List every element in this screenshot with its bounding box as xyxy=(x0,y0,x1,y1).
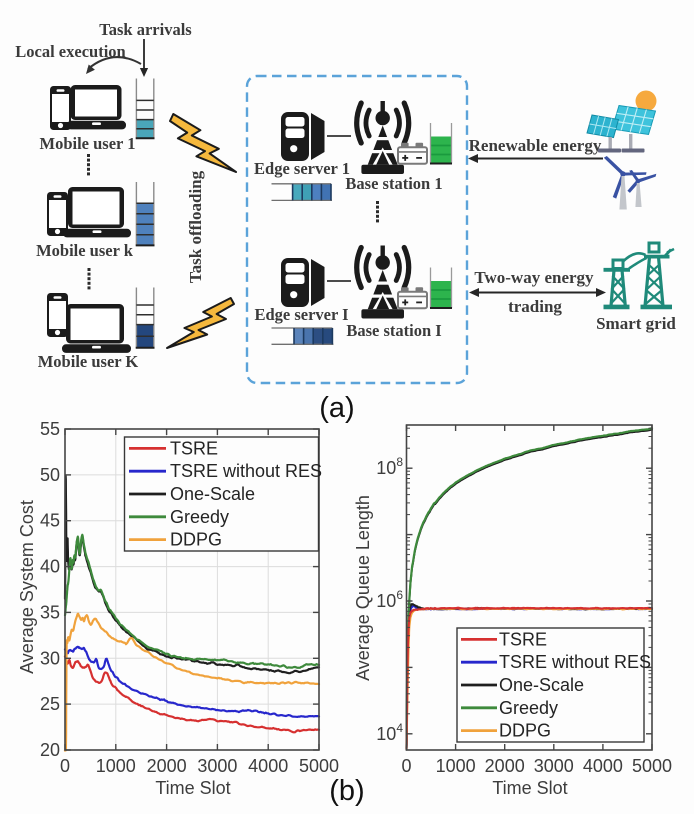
svg-text:TSRE without RES: TSRE without RES xyxy=(170,461,322,481)
svg-text:Greedy: Greedy xyxy=(499,698,558,718)
svg-text:Local execution: Local execution xyxy=(15,42,125,61)
svg-text:30: 30 xyxy=(40,648,60,668)
svg-text:Average Queue Length: Average Queue Length xyxy=(353,495,373,681)
svg-text:(a): (a) xyxy=(319,392,354,424)
svg-text:TSRE without RES: TSRE without RES xyxy=(499,652,651,672)
svg-text:One-Scale: One-Scale xyxy=(170,484,255,504)
svg-text:55: 55 xyxy=(40,419,60,439)
svg-text:0: 0 xyxy=(401,756,411,776)
svg-text:One-Scale: One-Scale xyxy=(499,675,584,695)
svg-text:4000: 4000 xyxy=(248,756,288,776)
svg-text:3000: 3000 xyxy=(197,756,237,776)
svg-text:(b): (b) xyxy=(329,775,364,807)
svg-text:Time Slot: Time Slot xyxy=(155,778,230,798)
svg-text:Task offloading: Task offloading xyxy=(186,170,205,283)
svg-text:106: 106 xyxy=(376,588,403,611)
svg-text:TSRE: TSRE xyxy=(170,438,218,458)
svg-text:2000: 2000 xyxy=(485,756,525,776)
svg-text:1000: 1000 xyxy=(96,756,136,776)
svg-text:DDPG: DDPG xyxy=(170,530,222,550)
svg-text:5000: 5000 xyxy=(632,756,672,776)
svg-text:Edge server 1: Edge server 1 xyxy=(254,159,350,178)
svg-text:DDPG: DDPG xyxy=(499,721,551,741)
svg-text:Smart grid: Smart grid xyxy=(596,314,676,333)
svg-text:Average System Cost: Average System Cost xyxy=(17,500,37,674)
svg-text:40: 40 xyxy=(40,557,60,577)
svg-text:Base station I: Base station I xyxy=(346,321,441,340)
svg-text:Edge server I: Edge server I xyxy=(254,305,348,324)
svg-text:4000: 4000 xyxy=(583,756,623,776)
svg-text:trading: trading xyxy=(508,297,562,316)
svg-text:2000: 2000 xyxy=(147,756,187,776)
svg-text:35: 35 xyxy=(40,602,60,622)
svg-text:108: 108 xyxy=(376,455,403,478)
svg-text:1000: 1000 xyxy=(436,756,476,776)
svg-text:Greedy: Greedy xyxy=(170,507,229,527)
svg-text:Mobile user K: Mobile user K xyxy=(38,352,139,371)
svg-text:5000: 5000 xyxy=(299,756,339,776)
svg-text:104: 104 xyxy=(376,721,403,744)
svg-text:Mobile user 1: Mobile user 1 xyxy=(40,134,136,153)
svg-text:45: 45 xyxy=(40,511,60,531)
svg-text:TSRE: TSRE xyxy=(499,629,547,649)
svg-text:25: 25 xyxy=(40,694,60,714)
svg-text:20: 20 xyxy=(40,740,60,760)
svg-text:Two-way energy: Two-way energy xyxy=(474,268,594,287)
svg-text:Task arrivals: Task arrivals xyxy=(99,20,192,39)
svg-text:50: 50 xyxy=(40,465,60,485)
svg-text:Time Slot: Time Slot xyxy=(492,778,567,798)
svg-text:Renewable energy: Renewable energy xyxy=(469,136,602,155)
svg-text:0: 0 xyxy=(60,756,70,776)
svg-text:Mobile user k: Mobile user k xyxy=(36,241,134,260)
svg-text:3000: 3000 xyxy=(534,756,574,776)
svg-text:Base station 1: Base station 1 xyxy=(345,174,442,193)
